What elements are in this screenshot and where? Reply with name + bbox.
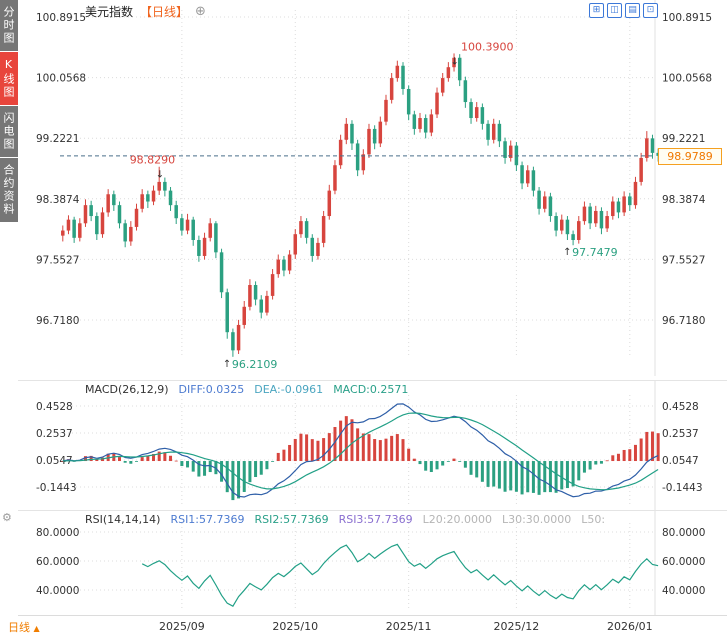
x-axis-month-label: 2025/12 <box>493 620 540 633</box>
x-axis-month-label: 2025/10 <box>272 620 319 633</box>
time-axis-bar: 2025/09 2025/10 2025/11 2025/12 2026/01 <box>0 615 727 636</box>
indicator-settings-icon[interactable]: ⚙ <box>2 511 12 524</box>
candles-series <box>61 53 660 357</box>
svg-text:↓: ↓ <box>156 170 164 181</box>
rsi-panel[interactable]: 80.0000 80.0000 60.0000 60.0000 40.0000 40.00… <box>18 510 727 616</box>
period-tag: 【日线】 <box>140 5 189 19</box>
rsi-l20-value: L20:20.0000 <box>422 513 492 526</box>
svg-text:98.3874: 98.3874 <box>662 194 706 206</box>
period-selector-button[interactable]: 日线 ▲ <box>8 619 40 635</box>
period-selector-label: 日线 <box>8 621 30 634</box>
macd-dea-value: DEA:-0.0961 <box>254 383 324 396</box>
svg-text:0.4528: 0.4528 <box>662 401 699 413</box>
svg-text:↑: ↑ <box>223 359 231 370</box>
svg-text:96.7180: 96.7180 <box>36 315 79 327</box>
left-sidebar: 分时图 K线图 闪电图 合约资料 ⚙ <box>0 0 18 636</box>
svg-text:100.8915: 100.8915 <box>662 12 712 24</box>
svg-text:-0.1443: -0.1443 <box>36 482 77 494</box>
rsi-header: RSI(14,14,14) RSI1:57.7369 RSI2:57.7369 … <box>85 513 605 526</box>
svg-text:100.0568: 100.0568 <box>662 73 712 85</box>
macd-diff-value: DIFF:0.0325 <box>178 383 245 396</box>
rsi-l50-value: L50: <box>581 513 606 526</box>
svg-text:97.5527: 97.5527 <box>662 254 705 266</box>
rsi-title: RSI(14,14,14) <box>85 513 161 526</box>
rsi2-value: RSI2:57.7369 <box>254 513 329 526</box>
candlestick-panel[interactable]: 100.8915 100.8915 100.0568 100.0568 99.2221 9… <box>18 0 727 380</box>
svg-text:97.7479: 97.7479 <box>572 246 618 259</box>
sidebar-tab-3[interactable]: 合约资料 <box>0 158 18 222</box>
svg-text:40.0000: 40.0000 <box>662 585 705 597</box>
svg-text:98.8290: 98.8290 <box>130 154 176 167</box>
chart-header: 美元指数 【日线】 ⊕ <box>85 3 206 20</box>
sidebar-tab-2[interactable]: 闪电图 <box>0 106 18 157</box>
sidebar-tab-0[interactable]: 分时图 <box>0 0 18 51</box>
svg-text:-0.1443: -0.1443 <box>662 482 703 494</box>
sidebar-tab-1[interactable]: K线图 <box>0 52 18 105</box>
svg-text:99.2221: 99.2221 <box>662 133 705 145</box>
svg-text:96.7180: 96.7180 <box>662 315 705 327</box>
svg-text:0.0547: 0.0547 <box>36 455 73 467</box>
svg-text:99.2221: 99.2221 <box>36 133 79 145</box>
svg-text:80.0000: 80.0000 <box>662 527 705 539</box>
svg-text:100.8915: 100.8915 <box>36 12 86 24</box>
svg-text:98.3874: 98.3874 <box>36 194 80 206</box>
svg-text:100.3900: 100.3900 <box>461 40 514 53</box>
svg-text:97.5527: 97.5527 <box>36 254 79 266</box>
triangle-up-icon: ▲ <box>33 624 40 633</box>
rsi-line <box>141 543 659 607</box>
macd-diff-line <box>62 403 659 498</box>
layout-toolbar: ⊞ ◫ ▤ ⊡ <box>589 3 658 18</box>
rsi1-value: RSI1:57.7369 <box>170 513 245 526</box>
svg-text:60.0000: 60.0000 <box>662 556 705 568</box>
svg-text:↓: ↓ <box>451 56 459 67</box>
svg-text:0.2537: 0.2537 <box>662 428 699 440</box>
svg-text:0.2537: 0.2537 <box>36 428 73 440</box>
sidebar-tab-list: 分时图 K线图 闪电图 合约资料 <box>0 0 18 222</box>
x-axis-month-label: 2025/11 <box>385 620 432 633</box>
svg-text:0.0547: 0.0547 <box>662 455 699 467</box>
chart-settings-icon[interactable]: ⊕ <box>195 4 206 19</box>
rows-layout-icon[interactable]: ▤ <box>625 3 640 18</box>
macd-panel[interactable]: 0.4528 0.4528 0.2537 0.2537 0.0547 0.0547 -0.1… <box>18 380 727 511</box>
x-axis-month-label: 2025/09 <box>159 620 205 633</box>
rsi-l30-value: L30:30.0000 <box>501 513 572 526</box>
svg-text:96.2109: 96.2109 <box>232 358 278 371</box>
symbol-title: 美元指数 <box>85 5 134 19</box>
rsi3-value: RSI3:57.7369 <box>338 513 413 526</box>
split-layout-icon[interactable]: ◫ <box>607 3 622 18</box>
svg-text:↑: ↑ <box>563 247 571 258</box>
macd-histogram <box>61 416 660 501</box>
svg-text:80.0000: 80.0000 <box>36 527 79 539</box>
grid-layout-icon[interactable]: ⊞ <box>589 3 604 18</box>
macd-header: MACD(26,12,9) DIFF:0.0325 DEA:-0.0961 MA… <box>85 383 408 396</box>
macd-hist-value: MACD:0.2571 <box>333 383 409 396</box>
svg-text:40.0000: 40.0000 <box>36 585 79 597</box>
svg-text:60.0000: 60.0000 <box>36 556 79 568</box>
svg-text:0.4528: 0.4528 <box>36 401 73 413</box>
macd-title: MACD(26,12,9) <box>85 383 169 396</box>
x-axis-month-label: 2026/01 <box>606 620 653 633</box>
macd-dea-line <box>62 412 659 491</box>
current-price-tag: 98.9789 <box>658 148 722 165</box>
svg-text:100.0568: 100.0568 <box>36 73 86 85</box>
fullscreen-icon[interactable]: ⊡ <box>643 3 658 18</box>
chart-main: 美元指数 【日线】 ⊕ ⊞ ◫ ▤ ⊡ 100.8915 100.8915 100.056… <box>18 0 727 636</box>
